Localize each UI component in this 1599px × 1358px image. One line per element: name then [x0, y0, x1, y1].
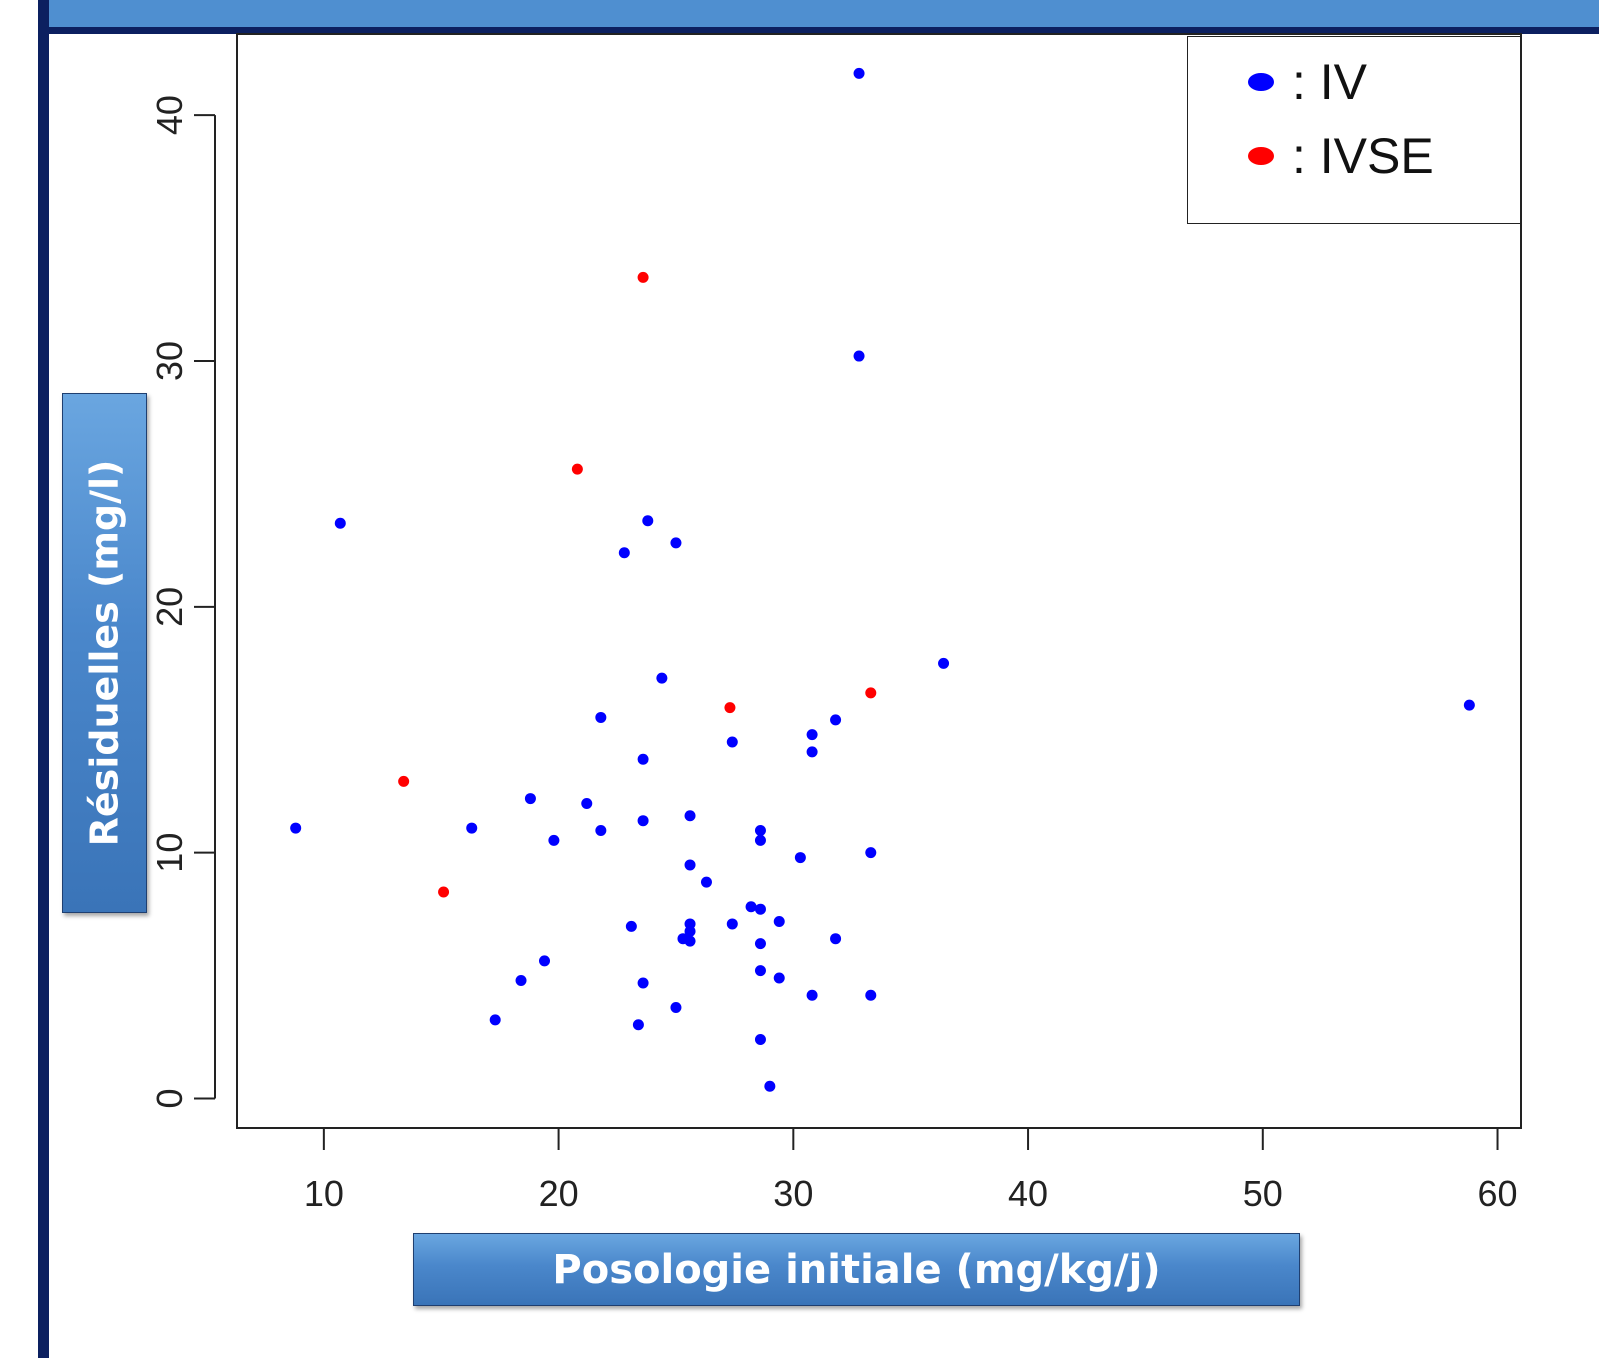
data-point-iv [830, 714, 842, 726]
data-point-iv [618, 547, 630, 559]
data-point-iv [656, 672, 668, 684]
legend-label-iv: : IV [1292, 54, 1368, 110]
legend-marker-ivse [1248, 147, 1274, 165]
data-point-iv [539, 955, 551, 967]
data-point-iv [754, 938, 766, 950]
y-tick-label: 30 [149, 341, 190, 381]
x-tick-label: 20 [539, 1173, 579, 1214]
data-point-iv [806, 746, 818, 758]
legend-marker-iv [1248, 73, 1274, 91]
data-point-iv [806, 729, 818, 741]
data-point-ivse [438, 886, 450, 898]
x-axis-title: Posologie initiale (mg/kg/j) [552, 1246, 1161, 1293]
x-tick-label: 30 [773, 1173, 813, 1214]
data-point-iv [625, 920, 637, 932]
y-axis-title: Résiduelles (mg/l) [82, 459, 127, 847]
data-point-iv [773, 915, 785, 927]
data-point-iv [632, 1019, 644, 1031]
data-point-iv [745, 901, 757, 913]
x-tick-label: 50 [1243, 1173, 1283, 1214]
data-point-iv [865, 847, 877, 859]
title-banner [40, 0, 1599, 34]
data-point-ivse [637, 271, 649, 283]
data-point-ivse [724, 702, 736, 714]
data-point-iv [830, 933, 842, 945]
x-tick-label: 40 [1008, 1173, 1048, 1214]
data-point-iv [595, 825, 607, 837]
data-point-iv [637, 977, 649, 989]
data-point-iv [684, 810, 696, 822]
legend-item-ivse: : IVSE [1248, 127, 1434, 185]
y-axis: 0 10 20 30 40 [149, 95, 216, 1109]
data-point-iv [754, 965, 766, 977]
data-point-iv [290, 822, 302, 834]
data-point-iv [754, 825, 766, 837]
data-point-iv [764, 1080, 776, 1092]
x-axis: 10 20 30 40 50 60 [304, 1127, 1518, 1214]
data-point-iv [524, 793, 536, 805]
y-axis-title-box: Résiduelles (mg/l) [62, 393, 147, 913]
data-point-iv [642, 515, 654, 527]
data-point-iv [670, 537, 682, 549]
y-tick-label: 40 [149, 95, 190, 135]
x-tick-label: 60 [1478, 1173, 1518, 1214]
data-point-iv [581, 797, 593, 809]
y-tick-label: 20 [149, 587, 190, 627]
data-point-iv [754, 1033, 766, 1045]
data-point-iv [595, 711, 607, 723]
y-tick-label: 0 [149, 1088, 190, 1108]
legend: : IV : IVSE [1187, 36, 1521, 224]
data-point-iv [684, 935, 696, 947]
legend-item-iv: : IV [1248, 53, 1367, 111]
data-point-iv [515, 974, 527, 986]
data-point-iv [700, 876, 712, 888]
data-point-ivse [571, 463, 583, 475]
data-point-iv [637, 753, 649, 765]
legend-label-ivse: : IVSE [1292, 128, 1434, 184]
data-point-iv [726, 736, 738, 748]
data-point-iv [726, 918, 738, 930]
data-points [290, 67, 1475, 1092]
data-point-ivse [398, 775, 410, 787]
data-point-iv [806, 989, 818, 1001]
data-point-iv [684, 859, 696, 871]
data-point-iv [637, 815, 649, 827]
data-point-iv [334, 517, 346, 529]
data-point-iv [773, 972, 785, 984]
slide-left-border [38, 0, 49, 1358]
data-point-iv [1463, 699, 1475, 711]
data-point-iv [670, 1002, 682, 1014]
data-point-iv [754, 834, 766, 846]
data-point-iv [489, 1014, 501, 1026]
data-point-iv [938, 657, 950, 669]
y-tick-label: 10 [149, 833, 190, 873]
data-point-iv [853, 67, 865, 79]
x-axis-title-box: Posologie initiale (mg/kg/j) [413, 1233, 1300, 1306]
data-point-iv [794, 852, 806, 864]
data-point-iv [684, 925, 696, 937]
data-point-iv [754, 903, 766, 915]
data-point-iv [466, 822, 478, 834]
data-point-iv [548, 834, 560, 846]
data-point-iv [853, 350, 865, 362]
x-tick-label: 10 [304, 1173, 344, 1214]
data-point-iv [865, 989, 877, 1001]
data-point-ivse [865, 687, 877, 699]
